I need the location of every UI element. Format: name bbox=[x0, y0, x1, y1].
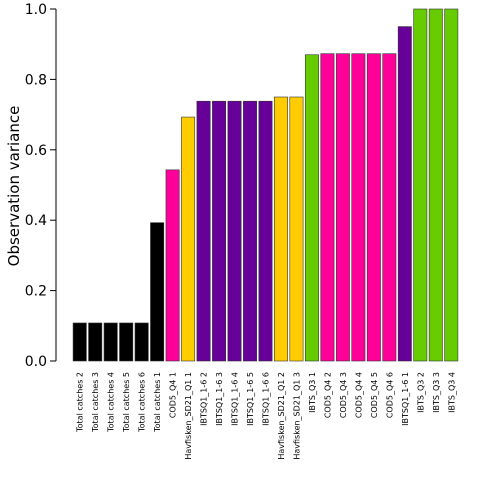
x-tick-label-23: IBTS_Q3 2 bbox=[416, 372, 425, 413]
bar-16 bbox=[304, 54, 319, 362]
x-tick-label-11: IBTSQ1_1-6 4 bbox=[231, 372, 240, 426]
bar-2 bbox=[88, 322, 103, 362]
x-tick-label-5: Total catches 6 bbox=[138, 372, 147, 433]
bars-group bbox=[72, 8, 459, 362]
x-tick-label-8: Havfisken_SD21_Q1 1 bbox=[184, 372, 193, 460]
bar-4 bbox=[119, 322, 134, 362]
bar-24 bbox=[428, 8, 443, 362]
x-tick-label-16: IBTS_Q3 1 bbox=[308, 372, 317, 413]
y-tick-label-2: 0.4 bbox=[25, 213, 47, 229]
bar-7 bbox=[165, 169, 180, 362]
bar-1 bbox=[72, 322, 87, 362]
x-tick-label-17: COD5_Q4 2 bbox=[323, 372, 332, 418]
y-tick-label-0: 0.0 bbox=[25, 354, 47, 370]
bar-18 bbox=[335, 53, 350, 362]
x-tick-label-24: IBTS_Q3 3 bbox=[432, 372, 441, 413]
bar-20 bbox=[366, 53, 381, 362]
bar-5 bbox=[134, 322, 149, 362]
x-tick-label-14: Havfisken_SD21_Q1 2 bbox=[277, 372, 286, 460]
x-tick-label-6: Total catches 1 bbox=[153, 372, 162, 433]
bar-19 bbox=[351, 53, 366, 362]
x-tick-label-9: IBTSQ1_1-6 2 bbox=[200, 372, 209, 426]
bar-9 bbox=[196, 100, 211, 362]
x-tick-label-3: Total catches 4 bbox=[107, 372, 116, 433]
x-tick-label-2: Total catches 3 bbox=[91, 372, 100, 433]
bar-23 bbox=[413, 8, 428, 362]
x-tick-label-12: IBTSQ1_1-6 5 bbox=[246, 372, 255, 426]
y-axis: 0.0 0.2 0.4 0.6 0.8 1.0 bbox=[25, 2, 57, 370]
x-tick-label-4: Total catches 5 bbox=[122, 372, 131, 433]
bar-21 bbox=[382, 53, 397, 362]
x-tick-label-21: COD5_Q4 6 bbox=[385, 372, 394, 418]
x-tick-label-18: COD5_Q4 3 bbox=[339, 372, 348, 418]
x-tick-label-13: IBTSQ1_1-6 6 bbox=[262, 372, 271, 426]
bar-17 bbox=[320, 53, 335, 362]
y-tick-label-4: 0.8 bbox=[25, 72, 47, 88]
x-tick-labels: Total catches 2 Total catches 3 Total catc… bbox=[76, 372, 457, 460]
bar-22 bbox=[397, 26, 412, 362]
bar-15 bbox=[289, 96, 304, 362]
y-axis-label: Observation variance bbox=[5, 106, 23, 267]
bar-3 bbox=[103, 322, 118, 362]
y-tick-label-3: 0.6 bbox=[25, 143, 47, 159]
y-tick-label-5: 1.0 bbox=[25, 2, 47, 18]
x-tick-label-7: COD5_Q4 1 bbox=[169, 372, 178, 418]
x-tick-label-10: IBTSQ1_1-6 3 bbox=[215, 372, 224, 426]
bar-12 bbox=[243, 100, 257, 362]
bar-11 bbox=[227, 100, 242, 362]
x-tick-label-1: Total catches 2 bbox=[76, 372, 85, 433]
x-tick-label-20: COD5_Q4 5 bbox=[370, 372, 379, 418]
y-tick-label-1: 0.2 bbox=[25, 284, 47, 300]
bar-10 bbox=[212, 100, 227, 362]
bar-14 bbox=[274, 96, 288, 362]
bar-6 bbox=[150, 222, 165, 362]
x-tick-label-15: Havfisken_SD21_Q1 3 bbox=[292, 372, 301, 460]
x-tick-label-25: IBTS_Q3 4 bbox=[447, 372, 456, 413]
bar-8 bbox=[181, 116, 196, 362]
x-tick-label-19: COD5_Q4 4 bbox=[354, 372, 363, 418]
bar-13 bbox=[258, 100, 273, 362]
x-tick-label-22: IBTSQ1_1-6 1 bbox=[401, 372, 410, 426]
bar-25 bbox=[444, 8, 459, 362]
